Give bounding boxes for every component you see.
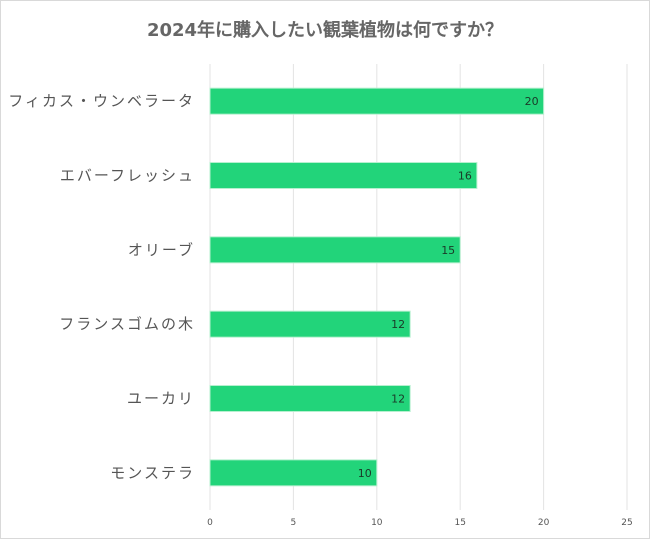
x-tick-label: 10: [371, 518, 383, 528]
data-label: 20: [525, 95, 539, 108]
category-label: モンステラ: [110, 464, 195, 482]
bar: [209, 310, 411, 338]
chart-title: 2024年に購入したい観葉植物は何ですか？: [146, 20, 504, 41]
bar: [209, 162, 478, 189]
data-label: 15: [441, 244, 455, 257]
data-label: 10: [358, 467, 372, 480]
data-label: 16: [458, 170, 472, 183]
data-label: 12: [391, 318, 405, 331]
category-label: オリーブ: [128, 241, 195, 259]
x-tick-label: 20: [538, 518, 550, 528]
bar: [209, 385, 411, 412]
x-tick-label: 0: [207, 518, 213, 528]
bar: [209, 459, 378, 487]
bar: [209, 236, 461, 264]
bar: [209, 87, 545, 115]
category-label: ユーカリ: [127, 390, 195, 408]
category-label: フランスゴムの木: [59, 315, 195, 333]
category-label: エバーフレッシュ: [60, 167, 195, 185]
x-tick-label: 5: [291, 518, 297, 528]
category-label: フィカス・ウンベラータ: [8, 92, 195, 110]
x-tick-label: 15: [454, 518, 465, 528]
x-tick-label: 25: [621, 518, 632, 528]
data-label: 12: [391, 393, 405, 406]
